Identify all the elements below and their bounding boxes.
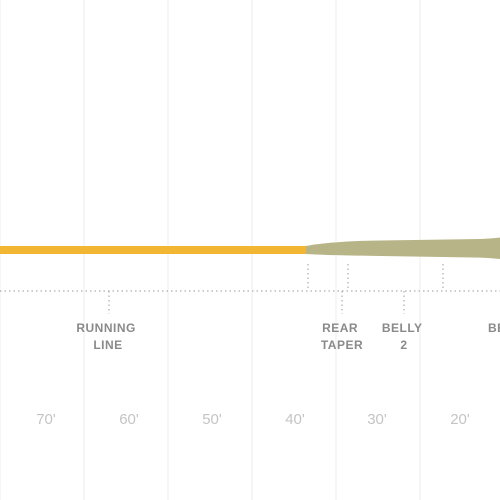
head-taper-shape <box>306 237 500 259</box>
belly-2-label: BELLY 2 <box>382 321 426 352</box>
scale-tick-50: 50' <box>202 411 222 428</box>
running-line-label-1: RUNNING <box>76 321 136 335</box>
scale-tick-30: 30' <box>367 411 387 428</box>
scale-tick-40: 40' <box>285 411 305 428</box>
belly-2-label-2: 2 <box>400 338 407 352</box>
belly-cut-label: BE <box>488 321 500 335</box>
scale-tick-20: 20' <box>450 411 470 428</box>
scale-tick-60: 60' <box>119 411 139 428</box>
running-line-label: RUNNING LINE <box>76 321 139 352</box>
belly-cut-label-1: BE <box>488 321 500 335</box>
rear-taper-label: REAR TAPER <box>321 321 363 352</box>
rear-taper-label-1: REAR <box>322 321 358 335</box>
rear-taper-label-2: TAPER <box>321 338 363 352</box>
scale-tick-70: 70' <box>36 411 56 428</box>
distance-scale: 70' 60' 50' 40' 30' 20' <box>36 411 470 428</box>
section-markers <box>108 264 444 314</box>
running-line-label-2: LINE <box>93 338 122 352</box>
running-line-bar <box>0 246 308 254</box>
belly-2-label-1: BELLY <box>382 321 423 335</box>
